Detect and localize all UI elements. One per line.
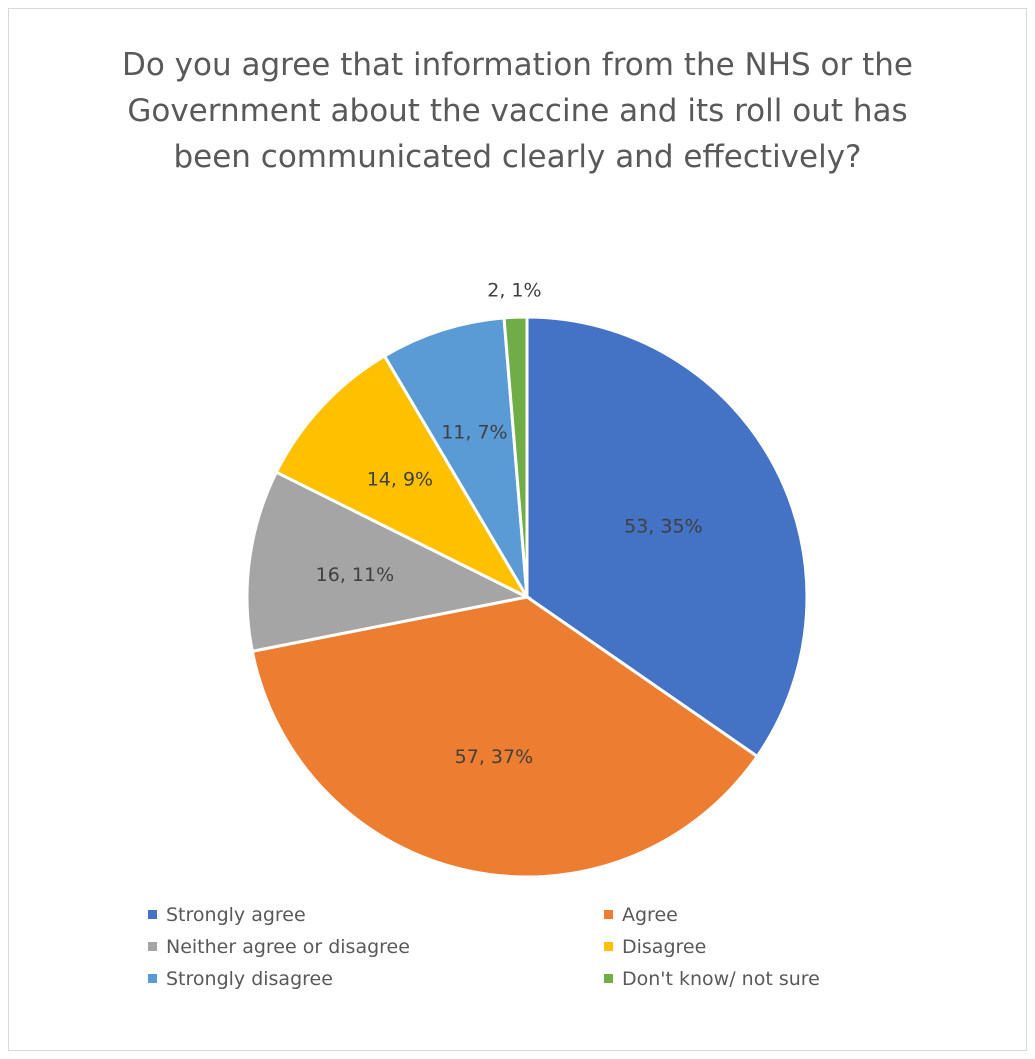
pie-slice-strongly-disagree: [382, 316, 529, 598]
data-label: 57, 37%: [455, 746, 534, 768]
legend-label: Disagree: [622, 935, 707, 958]
data-label: 16, 11%: [316, 564, 395, 586]
legend-item-strongly-agree: Strongly agree: [148, 900, 604, 929]
legend-item-strongly-disagree: Strongly disagree: [148, 964, 604, 993]
legend-swatch-strongly-disagree: [148, 974, 157, 983]
legend-swatch-neither: [148, 942, 157, 951]
chart-title: Do you agree that information from the N…: [121, 47, 913, 175]
legend-swatch-strongly-agree: [148, 910, 157, 919]
data-label: 2, 1%: [487, 279, 541, 301]
legend-label: Agree: [622, 903, 678, 926]
pie-slice-agree: [250, 595, 760, 879]
pie-slice-neither-agree-or-disagree: [245, 470, 532, 654]
legend-label: Strongly agree: [166, 903, 306, 926]
data-label: 14, 9%: [367, 469, 433, 491]
pie-slice-don-t-know-not-sure: [502, 315, 529, 598]
legend-label: Neither agree or disagree: [166, 935, 410, 958]
legend-item-disagree: Disagree: [604, 932, 888, 961]
pie-slice-strongly-agree: [525, 315, 809, 759]
data-label: 11, 7%: [441, 422, 507, 444]
legend-swatch-dont-know: [604, 974, 613, 983]
legend-label: Don't know/ not sure: [622, 967, 820, 990]
legend-swatch-disagree: [604, 942, 613, 951]
pie-slice-disagree: [274, 353, 531, 601]
legend-item-dont-know: Don't know/ not sure: [604, 964, 888, 993]
data-label: 53, 35%: [624, 516, 703, 538]
legend-swatch-agree: [604, 910, 613, 919]
legend-item-neither: Neither agree or disagree: [148, 932, 604, 961]
legend: Strongly agree Agree Neither agree or di…: [148, 900, 888, 993]
legend-label: Strongly disagree: [166, 967, 333, 990]
legend-item-agree: Agree: [604, 900, 888, 929]
